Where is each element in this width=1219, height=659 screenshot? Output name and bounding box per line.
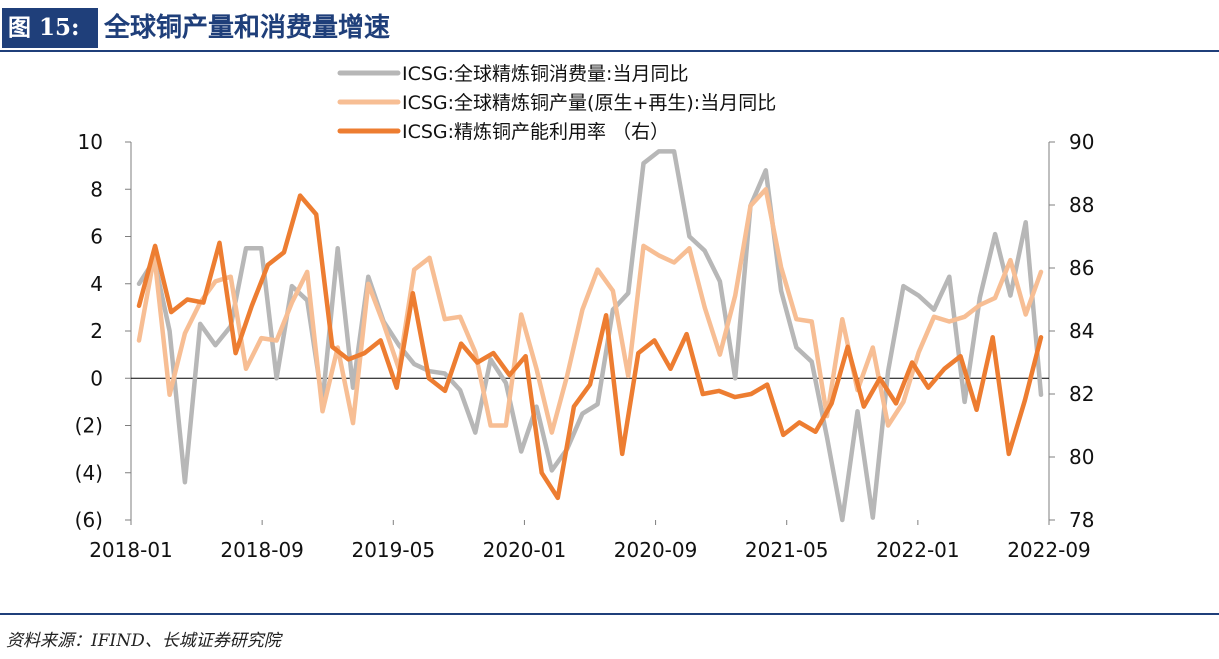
header-rule (0, 50, 1219, 52)
left-tick-label: 2 (90, 319, 103, 343)
left-tick-label: 10 (78, 130, 103, 154)
x-tick-label: 2020-09 (614, 538, 698, 562)
right-tick-label: 88 (1069, 193, 1094, 217)
left-tick-label: (2) (75, 414, 103, 438)
x-tick-label: 2022-09 (1007, 538, 1091, 562)
right-tick-label: 78 (1069, 508, 1094, 532)
x-tick-label: 2019-05 (351, 538, 435, 562)
x-tick-label: 2018-09 (220, 538, 304, 562)
series-line-3 (136, 193, 1044, 501)
x-tick-label: 2020-01 (483, 538, 567, 562)
figure-title: 全球铜产量和消费量增速 (104, 13, 391, 43)
series-line-2 (136, 187, 1044, 435)
right-tick-label: 80 (1069, 445, 1094, 469)
chart-legend: ICSG:全球精炼铜消费量:当月同比 ICSG:全球精炼铜产量(原生+再生):当月… (337, 63, 776, 143)
right-tick-label: 84 (1069, 319, 1094, 343)
source-note: 资料来源：IFIND、长城证券研究院 (6, 631, 281, 651)
legend-label: ICSG:精炼铜产能利用率 （右） (402, 121, 669, 143)
legend-label: ICSG:全球精炼铜消费量:当月同比 (402, 63, 688, 85)
left-tick-label: 0 (90, 366, 103, 390)
series-line-1 (136, 149, 1044, 523)
x-tick-label: 2021-05 (745, 538, 829, 562)
chart: ICSG:全球精炼铜消费量:当月同比 ICSG:全球精炼铜产量(原生+再生):当月… (75, 63, 1095, 562)
right-tick-label: 86 (1069, 256, 1094, 280)
figure-number: 图 15: (2, 8, 98, 48)
x-tick-label: 2018-01 (89, 538, 173, 562)
x-tick-label: 2022-01 (876, 538, 960, 562)
left-tick-label: 8 (90, 177, 103, 201)
left-tick-label: 4 (90, 272, 103, 296)
figure-header: 图 15: 全球铜产量和消费量增速 (0, 0, 1219, 52)
legend-label: ICSG:全球精炼铜产量(原生+再生):当月同比 (402, 92, 776, 114)
right-tick-label: 90 (1069, 130, 1094, 154)
chart-series (136, 149, 1044, 523)
left-tick-label: (4) (75, 461, 103, 485)
left-tick-label: (6) (75, 508, 103, 532)
footer-rule (0, 613, 1219, 615)
left-tick-label: 6 (90, 225, 103, 249)
right-tick-label: 82 (1069, 382, 1094, 406)
